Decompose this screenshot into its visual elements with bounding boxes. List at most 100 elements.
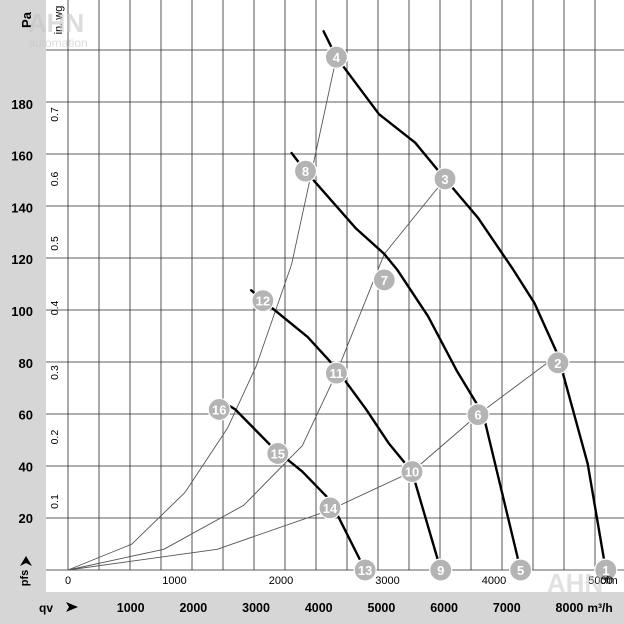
m3h-tick-label: 3000 [242,601,270,615]
point-marker-16: 16 [207,397,231,422]
m3h-tick-label: 4000 [305,601,333,615]
point-label: 5 [517,563,524,578]
point-circle [251,289,275,313]
unit-pfs: pfs [19,570,31,587]
point-circle [324,361,348,385]
unit-pa: Pa [19,11,34,28]
cfm-tick-label: 5000 [588,575,612,587]
system-curve-1 [67,57,337,571]
point-label: 1 [602,563,609,578]
point-label: 4 [333,50,341,65]
point-marker-14: 14 [318,496,342,520]
fan-curve-2 [290,151,522,572]
inwg-tick-label: 0.2 [49,430,61,445]
point-marker-4: 4 [324,45,348,69]
tick-labels: 0 1000 2000 3000 4000 5000 1000 2000 3000 4000 500… [11,97,612,615]
pa-tick-label: 180 [11,97,33,112]
point-circle [266,441,290,466]
m3h-tick-label: 7000 [493,601,521,615]
point-label: 9 [437,563,444,578]
inwg-tick-label: 0.1 [49,494,61,509]
point-label: 10 [405,465,419,480]
point-circle [429,558,453,582]
fan-curve-1 [322,30,607,572]
pfs-arrow-icon [20,556,32,566]
cfm-tick-label: 4000 [482,575,506,587]
point-circle [594,558,618,582]
pa-tick-label: 20 [19,511,33,526]
inwg-tick-label: 0.7 [49,107,61,122]
unit-m3h: m³/h [587,601,612,615]
point-marker-7: 7 [372,268,396,292]
point-marker-3: 3 [433,167,457,191]
inwg-tick-label: 0.4 [49,300,61,315]
system-curve-3 [67,354,559,571]
cfm-tick-label: 2000 [269,575,293,587]
point-marker-13: 13 [353,558,377,582]
point-marker-8: 8 [293,159,318,183]
point-label: 14 [323,501,338,516]
point-label: 13 [358,563,372,578]
cfm-tick-label: 3000 [375,575,399,587]
point-circle [353,558,377,582]
point-marker-11: 11 [324,361,348,385]
inwg-tick-label: 0.5 [49,236,61,251]
m3h-tick-label: 1000 [117,601,145,615]
point-circle [324,45,348,69]
point-circle [372,268,396,292]
point-circle [293,159,318,183]
pa-tick-label: 80 [19,356,33,371]
m3h-tick-label: 8000 [556,601,584,615]
inwg-tick-label: 0.6 [49,171,61,186]
point-circle [466,403,490,427]
point-label: 16 [212,402,226,417]
inwg-tick-label: 0.3 [49,365,61,380]
point-label: 12 [256,294,270,309]
point-marker-15: 15 [266,441,290,466]
point-marker-1: 1 [594,558,618,582]
pa-tick-label: 40 [19,459,33,474]
pa-tick-label: 100 [11,304,33,319]
plot-area [46,0,624,592]
point-marker-5: 5 [509,558,533,582]
point-circle [400,459,424,484]
point-label: 11 [330,366,344,381]
cfm-tick-label: 1000 [162,575,186,587]
point-marker-10: 10 [400,459,424,484]
pa-tick-label: 140 [11,200,33,215]
point-circle [433,167,457,191]
point-label: 6 [474,408,481,423]
point-marker-2: 2 [546,351,570,375]
point-circle [546,351,570,375]
unit-qv: qv [39,601,53,615]
pa-tick-label: 160 [11,149,33,164]
qv-arrow-icon [66,602,78,612]
watermark-top-sub: automation [28,36,87,50]
left-axis-band [0,0,46,624]
point-label: 7 [381,273,388,288]
point-circle [207,397,231,422]
point-label: 2 [554,356,561,371]
point-circle [318,496,342,520]
point-circle [509,558,533,582]
pa-tick-label: 60 [19,408,33,423]
unit-inwg: in. wg [53,6,65,35]
watermark-bottom: AHN [547,568,603,598]
point-marker-6: 6 [466,403,490,427]
bottom-axis-band [0,592,624,624]
point-label: 15 [271,446,285,461]
point-marker-12: 12 [251,289,275,313]
watermark-top: AHN [28,8,84,38]
m3h-tick-label: 6000 [430,601,458,615]
unit-cfm: cfm [600,575,618,587]
m3h-tick-label: 2000 [179,601,207,615]
grid [46,0,624,571]
cfm-tick-label: 0 [65,575,71,587]
point-marker-9: 9 [429,558,453,582]
m3h-tick-label: 5000 [368,601,396,615]
point-label: 8 [302,164,309,179]
pa-tick-label: 120 [11,252,33,267]
point-label: 3 [441,172,448,187]
